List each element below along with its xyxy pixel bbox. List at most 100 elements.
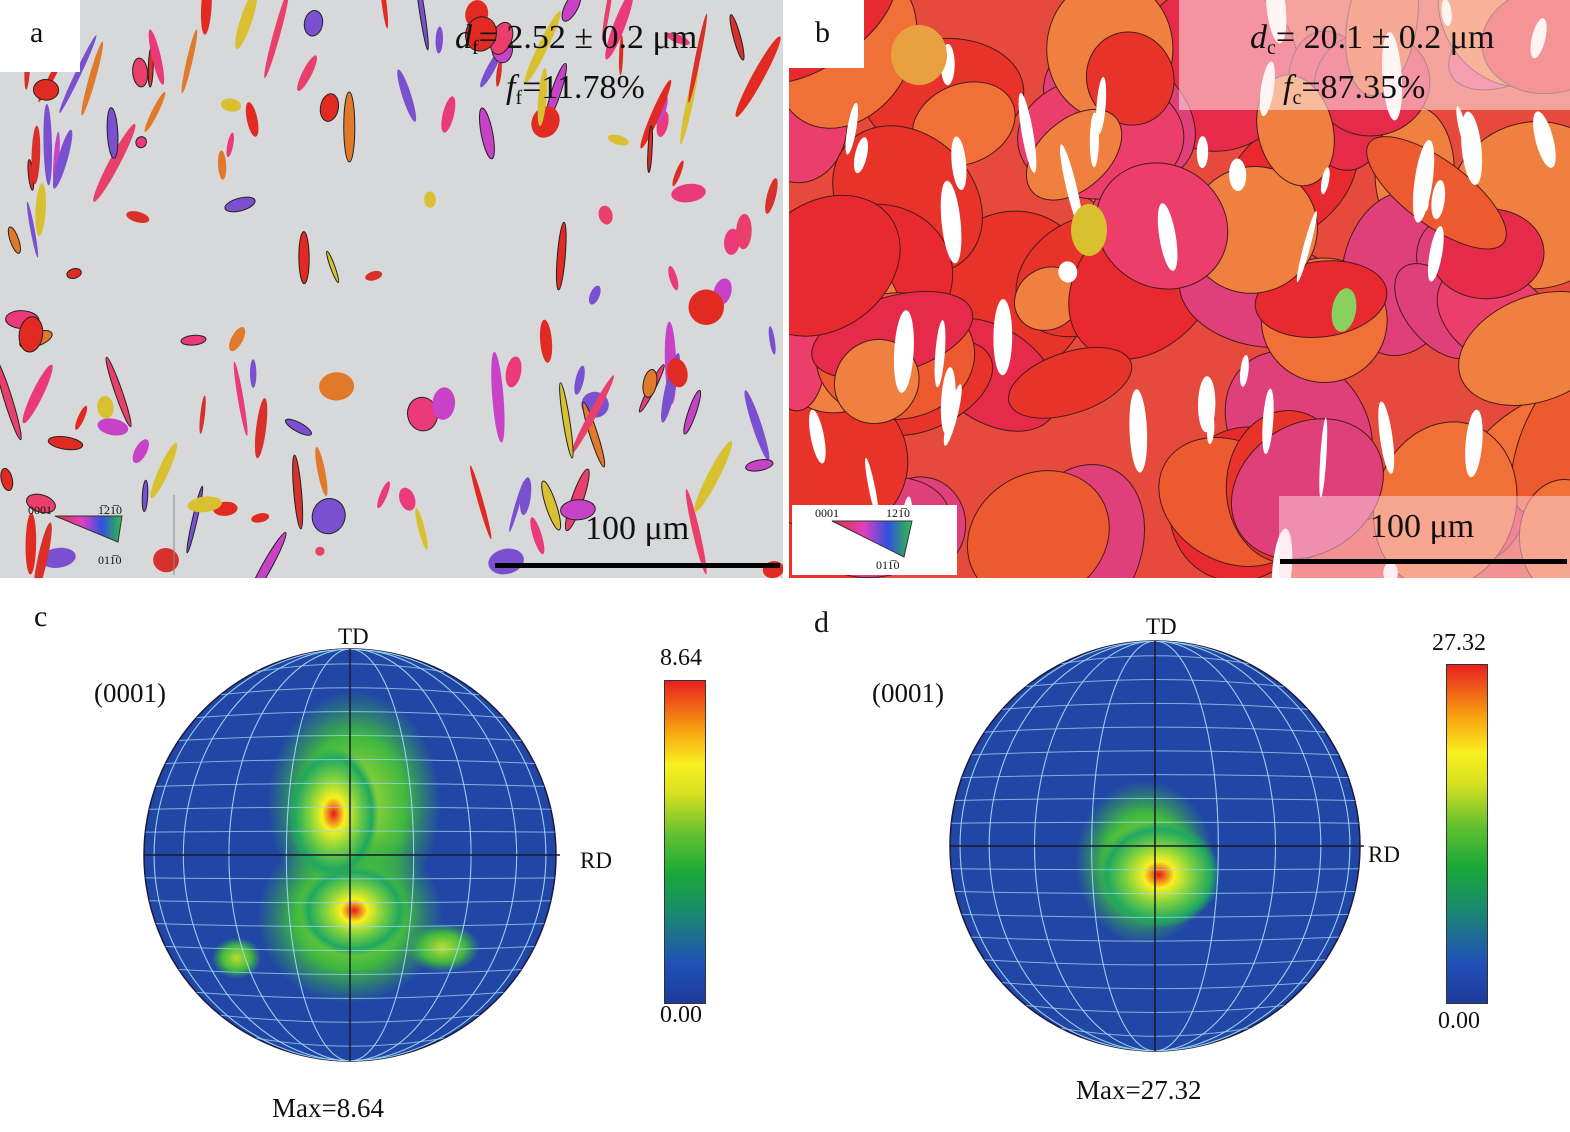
max-label-d: Max=27.32: [1076, 1075, 1202, 1105]
ipf-key-a: [10, 490, 175, 575]
intensity-spot: [1097, 821, 1221, 928]
rd-label-c: RD: [580, 848, 612, 873]
grain: [25, 512, 37, 575]
unindexed-region: [1465, 409, 1483, 478]
unindexed-region: [1417, 166, 1429, 211]
grain: [35, 183, 46, 236]
grain: [399, 487, 416, 511]
grain: [541, 480, 562, 531]
grain: [555, 221, 567, 291]
grain: [106, 107, 119, 159]
grain: [220, 98, 242, 112]
pole-figure-c: [143, 648, 560, 1062]
pole-figure-d: [949, 640, 1364, 1052]
colorbar-c: [664, 680, 706, 1004]
grain: [52, 129, 73, 189]
colorbar-d: [1446, 664, 1488, 1004]
panel-label-b: b: [789, 0, 864, 68]
unindexed-region: [1431, 180, 1446, 220]
grain: [667, 358, 688, 388]
unindexed-region: [893, 310, 914, 393]
grain-map-a: [0, 0, 783, 578]
unindexed-region: [940, 180, 962, 264]
d-symbol-a: d: [455, 19, 472, 56]
grain: [153, 548, 179, 573]
grain: [303, 9, 324, 37]
grain: [685, 489, 707, 575]
grain: [93, 123, 136, 202]
grain: [18, 316, 44, 353]
grain: [1085, 31, 1175, 126]
grain: [264, 0, 290, 79]
unindexed-region: [1427, 226, 1444, 282]
grain: [571, 375, 615, 455]
ebsd-map-b: [789, 0, 1570, 578]
unindexed-region: [1378, 401, 1395, 474]
unindexed-region: [1089, 112, 1099, 168]
grain: [415, 0, 429, 51]
grain: [435, 26, 443, 54]
grain: [640, 79, 672, 149]
grain: [141, 479, 149, 512]
unindexed-region: [951, 136, 967, 191]
f-symbol-b: f: [1283, 69, 1293, 106]
scale-label-b: 100 μm: [1370, 508, 1475, 545]
grain: [491, 351, 505, 443]
grain: [245, 102, 259, 137]
intensity-spot: [300, 865, 408, 956]
grain: [618, 35, 624, 76]
grain: [601, 0, 614, 41]
grain: [81, 41, 104, 116]
unindexed-region: [1207, 415, 1215, 445]
grain-size-b: dc= 20.1 ± 0.2 μm: [1250, 18, 1494, 60]
grain: [217, 150, 227, 180]
grain: [47, 436, 84, 451]
grain: [379, 0, 389, 29]
ipf-triangle-b: [831, 520, 913, 558]
grain: [148, 29, 165, 85]
unindexed-region: [1239, 354, 1249, 387]
grain: [22, 364, 53, 424]
grain: [768, 326, 776, 355]
unindexed-region: [993, 299, 1013, 376]
grain: [315, 546, 325, 556]
grain: [574, 365, 585, 395]
grain: [559, 382, 574, 459]
grain: [43, 103, 53, 186]
unindexed-region: [1456, 106, 1469, 149]
unindexed-region: [1533, 111, 1556, 168]
unindexed-region: [1018, 92, 1037, 173]
scale-label-a: 100 μm: [585, 510, 690, 547]
ipf-triangle-a: [54, 495, 175, 575]
unindexed-region: [853, 137, 868, 174]
unindexed-region: [1157, 203, 1178, 271]
grain: [26, 493, 56, 514]
colorbar-min-c: 0.00: [660, 1002, 702, 1028]
grain: [688, 13, 708, 103]
grain: [672, 160, 684, 187]
grain: [496, 59, 502, 87]
unindexed-region: [809, 409, 826, 464]
grain: [1331, 288, 1357, 332]
d-value-b: = 20.1 ± 0.2 μm: [1275, 19, 1495, 56]
grain: [365, 270, 383, 281]
grain: [343, 91, 356, 163]
grain: [75, 405, 88, 430]
scale-bar-b: [1280, 559, 1567, 564]
plane-label-d: (0001): [872, 678, 944, 708]
ipf-corner-bottom-b: 011̅0: [876, 558, 900, 572]
grain: [729, 14, 745, 61]
grain: [488, 548, 524, 575]
grain: [40, 547, 76, 568]
grain: [200, 0, 212, 35]
grain: [319, 372, 355, 401]
grain: [187, 496, 223, 513]
fraction-a: ff=11.78%: [506, 68, 645, 110]
grain: [470, 465, 492, 540]
grain: [180, 334, 207, 346]
f-sub-b: c: [1292, 87, 1302, 109]
grain: [665, 32, 690, 45]
panel-label-c: c: [34, 600, 48, 633]
grain: [32, 79, 60, 101]
grain: [0, 359, 22, 441]
